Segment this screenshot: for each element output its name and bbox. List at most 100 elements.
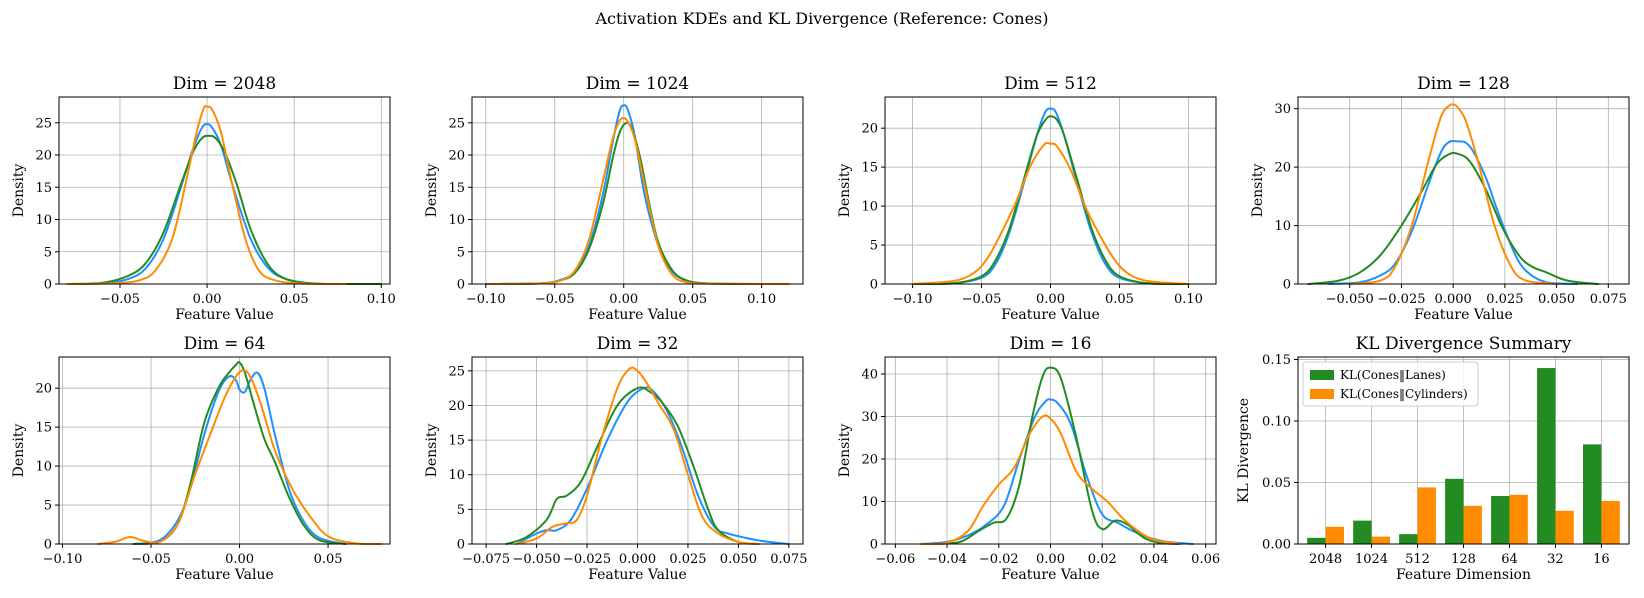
y-tick-label: 10 bbox=[35, 460, 52, 475]
figure-suptitle: Activation KDEs and KL Divergence (Refer… bbox=[594, 9, 1048, 28]
y-tick-label: 0 bbox=[1283, 278, 1291, 293]
x-axis-label: Feature Value bbox=[588, 307, 687, 323]
kde-curve-cones bbox=[66, 123, 348, 285]
x-axis-label: Feature Dimension bbox=[1396, 567, 1531, 583]
x-tick-label: −0.06 bbox=[875, 552, 915, 567]
y-tick-label: 10 bbox=[1274, 219, 1291, 234]
x-tick-label: 0.025 bbox=[1486, 292, 1523, 307]
bar-cylinders-128 bbox=[1463, 505, 1482, 544]
subplot-5: −0.10 −0.05 0.00 0.05 0 5 10 15 20 Dim = 64 Featur… bbox=[11, 334, 391, 583]
x-tick-label: −0.10 bbox=[893, 292, 933, 307]
x-tick-label: −0.05 bbox=[962, 292, 1002, 307]
x-tick-label: 64 bbox=[1501, 552, 1518, 567]
subplot-6: −0.075 −0.050 −0.025 0.000 0.025 0.050 0.075 0 5… bbox=[424, 334, 807, 583]
y-tick-label: 30 bbox=[861, 410, 878, 425]
y-tick-label: 0.10 bbox=[1262, 414, 1291, 429]
x-tick-label: 0.050 bbox=[1538, 292, 1575, 307]
y-tick-label: 0 bbox=[870, 278, 878, 293]
subplot-title: Dim = 16 bbox=[1010, 334, 1092, 354]
x-tick-label: 0.10 bbox=[1174, 292, 1203, 307]
x-tick-label: 0.050 bbox=[720, 552, 757, 567]
subplot-title: Dim = 32 bbox=[597, 334, 679, 354]
kde-curve-lanes bbox=[505, 386, 760, 545]
kde-curve-cylinders bbox=[1348, 103, 1558, 285]
x-tick-label: 0.06 bbox=[1191, 552, 1220, 567]
kde-curve-lanes bbox=[1307, 151, 1599, 285]
y-tick-label: 10 bbox=[448, 468, 465, 483]
y-tick-label: 0 bbox=[457, 278, 465, 293]
x-tick-label: −0.02 bbox=[979, 552, 1019, 567]
kde-curve-cones bbox=[911, 107, 1190, 285]
y-axis-label: Density bbox=[837, 424, 853, 478]
x-axis-label: Feature Value bbox=[588, 567, 687, 583]
x-tick-label: −0.05 bbox=[131, 552, 171, 567]
bar-cylinders-16 bbox=[1601, 500, 1620, 544]
y-axis-label: Density bbox=[11, 164, 27, 218]
bar-cylinders-512 bbox=[1417, 487, 1436, 544]
y-tick-label: 25 bbox=[448, 364, 465, 379]
x-tick-label: 512 bbox=[1405, 552, 1430, 567]
bar-lanes-32 bbox=[1537, 368, 1556, 544]
subplot-title: Dim = 1024 bbox=[586, 74, 690, 94]
bar-lanes-16 bbox=[1583, 444, 1602, 544]
x-tick-label: −0.050 bbox=[513, 552, 561, 567]
kde-curve-lanes bbox=[484, 121, 763, 285]
kde-curve-lanes bbox=[66, 134, 383, 286]
y-tick-label: 0.00 bbox=[1262, 538, 1291, 553]
kde-curve-cylinders bbox=[66, 104, 348, 286]
subplot-4: −0.050 −0.025 0.000 0.025 0.050 0.075 0 10 20 30 D… bbox=[1250, 74, 1630, 323]
x-tick-label: −0.10 bbox=[466, 292, 506, 307]
bar-lanes-128 bbox=[1445, 478, 1464, 544]
kde-curve-cylinders bbox=[911, 141, 1190, 285]
x-tick-label: −0.05 bbox=[535, 292, 575, 307]
y-axis-label: Density bbox=[837, 164, 853, 218]
subplot-title: Dim = 128 bbox=[1417, 74, 1510, 94]
x-axis-label: Feature Value bbox=[1414, 307, 1513, 323]
subplot-title: Dim = 512 bbox=[1004, 74, 1097, 94]
y-tick-label: 0 bbox=[44, 538, 52, 553]
y-tick-label: 5 bbox=[457, 503, 465, 518]
kde-curve-cones bbox=[920, 398, 1194, 545]
y-tick-label: 10 bbox=[448, 213, 465, 228]
y-tick-label: 5 bbox=[457, 245, 465, 260]
subplot-8: 2048 1024 512 128 64 32 16 0.00 0.05 0.10 0.15 KL D… bbox=[1236, 334, 1630, 583]
x-tick-label: −0.025 bbox=[563, 552, 611, 567]
bar-lanes-64 bbox=[1491, 496, 1510, 544]
x-tick-label: −0.050 bbox=[1326, 292, 1374, 307]
y-tick-label: 5 bbox=[44, 499, 52, 514]
y-tick-label: 40 bbox=[861, 368, 878, 383]
y-tick-label: 5 bbox=[870, 239, 878, 254]
x-tick-label: 1024 bbox=[1355, 552, 1388, 567]
kde-curve-lanes bbox=[911, 115, 1190, 286]
x-tick-label: 0.05 bbox=[1105, 292, 1134, 307]
x-tick-label: 0.04 bbox=[1139, 552, 1168, 567]
x-tick-label: 0.05 bbox=[678, 292, 707, 307]
kde-curve-cones bbox=[1328, 139, 1579, 285]
x-axis-label: Feature Value bbox=[175, 567, 274, 583]
y-tick-label: 20 bbox=[861, 453, 878, 468]
y-tick-label: 15 bbox=[35, 421, 52, 436]
axes-frame bbox=[58, 96, 391, 285]
y-tick-label: 20 bbox=[861, 122, 878, 137]
y-tick-label: 25 bbox=[35, 116, 52, 131]
y-tick-label: 0.05 bbox=[1262, 476, 1291, 491]
x-tick-label: 0.000 bbox=[1435, 292, 1472, 307]
kde-curve-cylinders bbox=[484, 117, 791, 285]
x-tick-label: 0.00 bbox=[1036, 292, 1065, 307]
y-tick-label: 5 bbox=[44, 245, 52, 260]
subplot-3: −0.10 −0.05 0.00 0.05 0.10 0 5 10 15 20 Dim = 512 F… bbox=[837, 74, 1217, 323]
x-tick-label: 2048 bbox=[1309, 552, 1342, 567]
x-tick-label: −0.075 bbox=[462, 552, 510, 567]
x-axis-label: Feature Value bbox=[1001, 307, 1100, 323]
subplot-grid: −0.05 0.00 0.05 0.10 0 5 10 15 20 25 Dim = 2048 Fea… bbox=[11, 74, 1630, 583]
x-tick-label: 0.02 bbox=[1088, 552, 1117, 567]
subplot-title: Dim = 2048 bbox=[173, 74, 277, 94]
axes-frame bbox=[1297, 96, 1630, 285]
x-tick-label: 0.075 bbox=[1590, 292, 1627, 307]
y-tick-label: 15 bbox=[448, 181, 465, 196]
y-tick-label: 20 bbox=[35, 382, 52, 397]
x-tick-label: 0.00 bbox=[193, 292, 222, 307]
subplot-2: −0.10 −0.05 0.00 0.05 0.10 0 5 10 15 20 25 Dim = 10… bbox=[424, 74, 804, 323]
subplot-title: Dim = 64 bbox=[184, 334, 266, 354]
x-tick-label: 0.00 bbox=[225, 552, 254, 567]
